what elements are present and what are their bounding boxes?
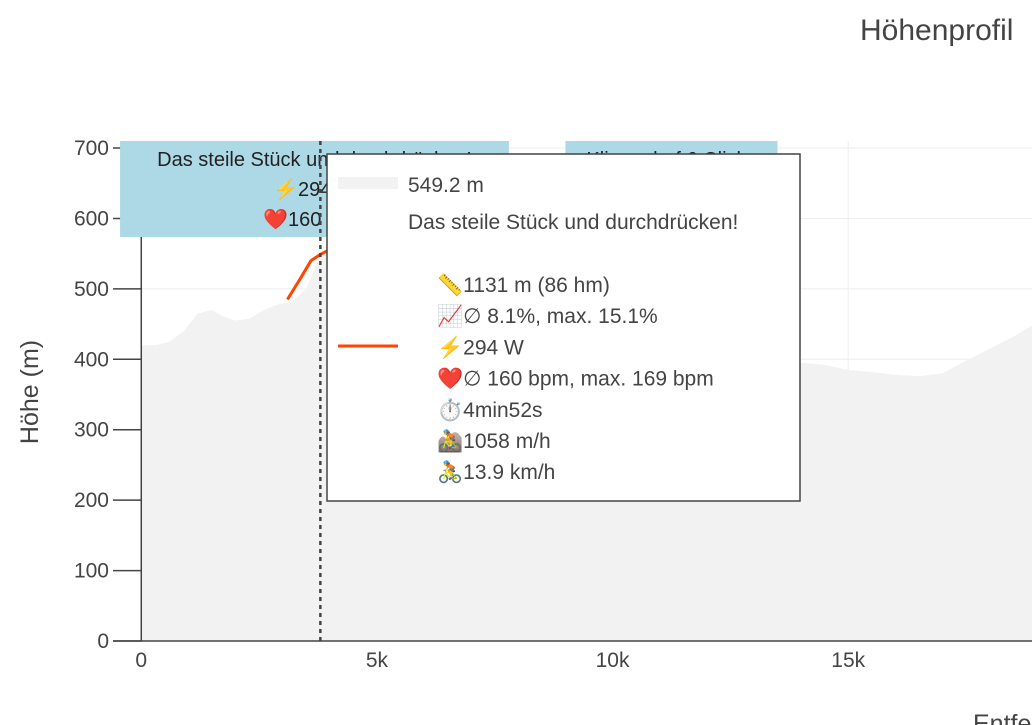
y-tick-label: 100 — [74, 560, 109, 583]
y-axis-title: Höhe (m) — [16, 340, 44, 444]
hover-tooltip: 549.2 m Das steile Stück und durchdrücken… — [326, 153, 801, 502]
y-tick-label: 300 — [74, 419, 109, 442]
tooltip-value: 549.2 m — [408, 174, 484, 197]
x-axis-title: Entfe — [973, 710, 1031, 725]
y-tick-label: 700 — [74, 137, 109, 160]
y-tick-label: 400 — [74, 348, 109, 371]
tooltip-detail: 📈∅ 8.1%, max. 15.1% — [437, 303, 658, 328]
chart-title: Höhenprofil — [860, 14, 1013, 47]
x-tick-label: 10k — [596, 649, 630, 672]
y-tick-label: 600 — [74, 207, 109, 230]
x-tick-label: 15k — [831, 649, 865, 672]
x-tick-label: 0 — [135, 649, 147, 672]
y-tick-label: 0 — [97, 630, 109, 653]
tooltip-detail: ❤️∅ 160 bpm, max. 169 bpm — [437, 367, 714, 391]
tooltip-detail: 📏1131 m (86 hm) — [437, 272, 610, 297]
y-tick-label: 500 — [74, 278, 109, 301]
tooltip-label: Das steile Stück und durchdrücken! — [408, 211, 738, 234]
tooltip-detail: ⚡294 W — [437, 334, 524, 360]
tooltip-detail: ⏱️4min52s — [437, 397, 543, 422]
x-tick-label: 5k — [366, 649, 389, 672]
tooltip-detail: 🚴13.9 km/h — [437, 459, 555, 484]
y-tick-label: 200 — [74, 489, 109, 512]
tooltip-area-swatch — [338, 177, 398, 189]
tick-labels: 0 100 200 300 400 500 600 700 0 5k 10k 15k — [74, 137, 866, 672]
tooltip-box — [326, 153, 801, 502]
tooltip-detail: 🚵1058 m/h — [437, 428, 551, 453]
